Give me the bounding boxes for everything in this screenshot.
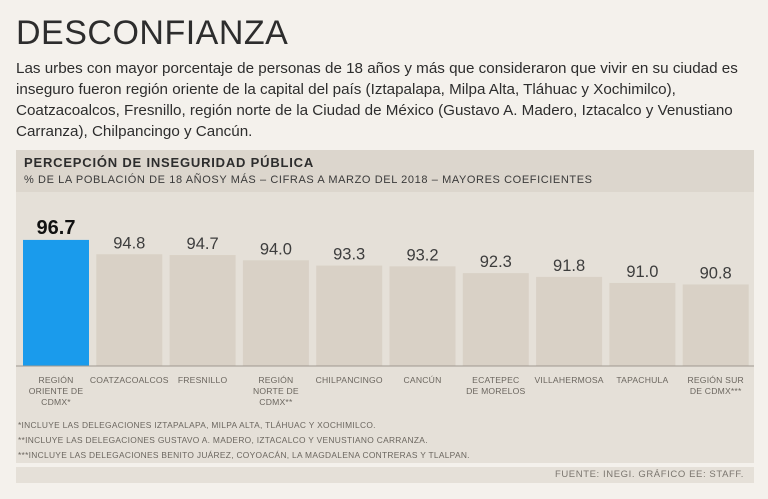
value-label-3: 94.7 xyxy=(187,235,219,253)
category-label-3: FRESNILLO xyxy=(178,375,228,385)
bar-3 xyxy=(169,255,236,366)
bar-6 xyxy=(389,266,456,366)
value-label-5: 93.3 xyxy=(333,246,365,264)
category-label-9: TAPACHULA xyxy=(616,375,668,385)
category-label-7-line-1: ECATEPEC xyxy=(472,375,519,385)
category-label-2: COATZACOALCOS xyxy=(90,375,169,385)
category-label-4-line-2: NORTE DE xyxy=(253,386,299,396)
category-label-1-line-2: ORIENTE DE xyxy=(29,386,84,396)
category-label-8: VILLAHERMOSA xyxy=(534,375,603,385)
page-title: DESCONFIANZA xyxy=(16,14,289,52)
value-label-4: 94.0 xyxy=(260,240,292,258)
chart-header: PERCEPCIÓN DE INSEGURIDAD PÚBLICA % DE L… xyxy=(16,150,754,192)
bar-2 xyxy=(96,254,163,366)
chart-title: PERCEPCIÓN DE INSEGURIDAD PÚBLICA xyxy=(24,155,315,170)
category-label-5: CHILPANCINGO xyxy=(316,375,383,385)
source-credit: FUENTE: INEGI. GRÁFICO EE: STAFF. xyxy=(554,469,744,480)
bar-8 xyxy=(536,276,603,366)
category-label-1-line-1: REGIÓN xyxy=(38,375,73,385)
footnote-1: *INCLUYE LAS DELEGACIONES IZTAPALAPA, MI… xyxy=(18,420,376,430)
category-label-10-line-2: DE CDMX*** xyxy=(690,386,742,396)
category-label-7-line-2: DE MORELOS xyxy=(466,386,525,396)
category-label-6: CANCÚN xyxy=(404,375,442,385)
value-label-9: 91.0 xyxy=(626,263,658,281)
value-label-1: 96.7 xyxy=(37,217,76,239)
bar-7 xyxy=(462,273,529,366)
intro-text: Las urbes con mayor porcentaje de person… xyxy=(16,60,738,140)
category-label-10-line-1: REGIÓN SUR xyxy=(687,375,743,385)
source-bar: FUENTE: INEGI. GRÁFICO EE: STAFF. xyxy=(16,467,754,483)
bar-1 xyxy=(23,239,89,366)
bar-10 xyxy=(682,284,749,366)
category-label-4-line-3: CDMX** xyxy=(259,397,293,407)
value-label-7: 92.3 xyxy=(480,253,512,271)
bar-5 xyxy=(316,265,383,366)
bar-9 xyxy=(609,282,676,366)
category-label-1-line-3: CDMX* xyxy=(41,397,71,407)
category-label-4-line-1: REGIÓN xyxy=(258,375,293,385)
bar-4 xyxy=(242,260,309,366)
value-label-6: 93.2 xyxy=(406,246,438,264)
value-label-8: 91.8 xyxy=(553,257,585,275)
value-label-2: 94.8 xyxy=(113,234,145,252)
value-label-10: 90.8 xyxy=(700,264,732,282)
footnote-3: ***INCLUYE LAS DELEGACIONES BENITO JUÁRE… xyxy=(18,450,470,460)
footnote-2: **INCLUYE LAS DELEGACIONES GUSTAVO A. MA… xyxy=(18,435,428,445)
chart-subtitle: % DE LA POBLACIÓN DE 18 AÑOSY MÁS – CIFR… xyxy=(24,174,593,186)
